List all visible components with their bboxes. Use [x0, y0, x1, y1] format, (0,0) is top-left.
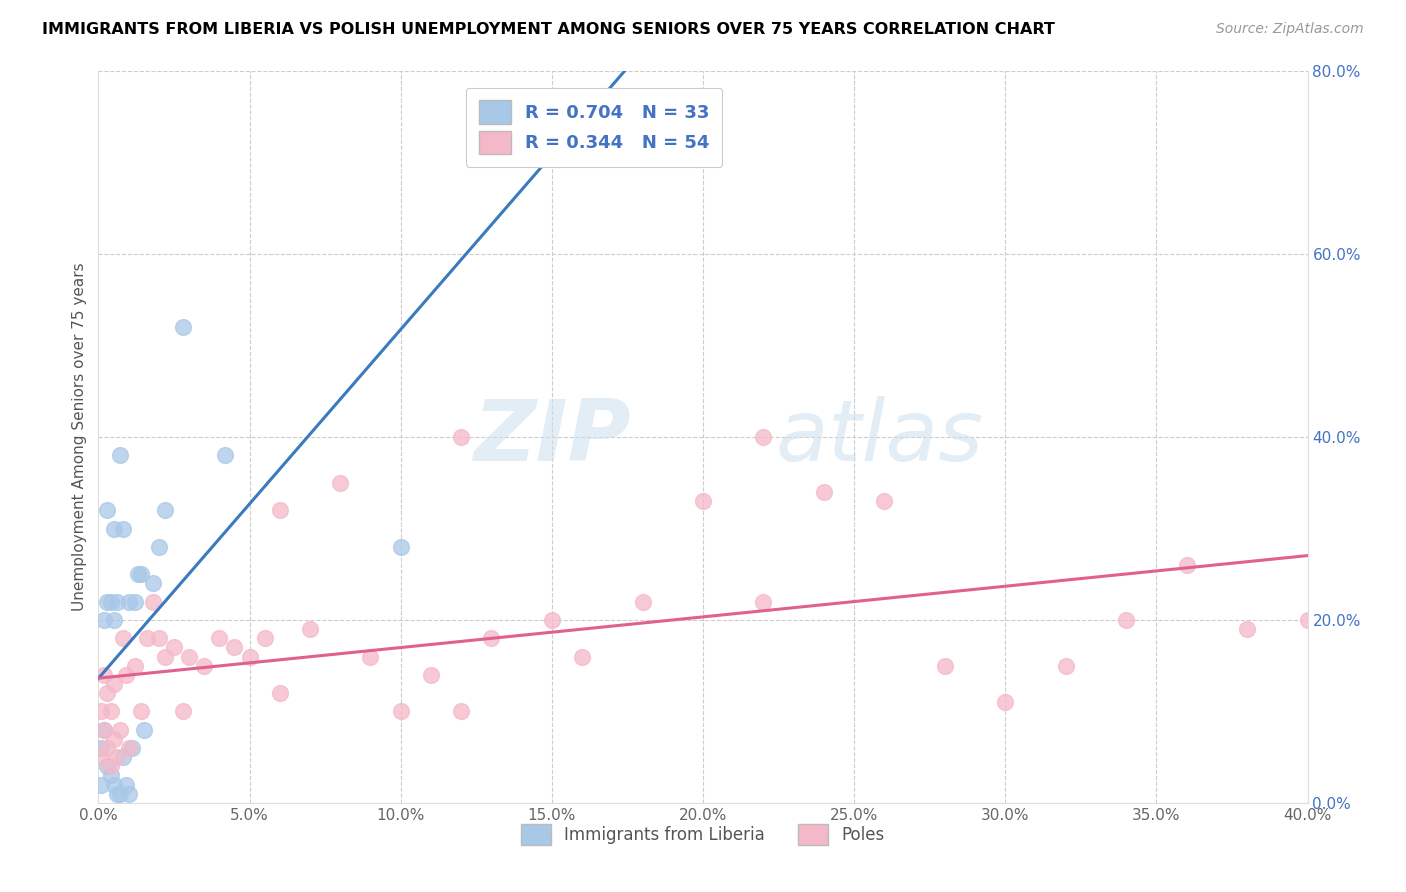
- Point: [103, 521, 125, 535]
- Point: [132, 723, 155, 737]
- Point: [269, 686, 291, 700]
- Point: [100, 705, 122, 719]
- Point: [111, 521, 134, 535]
- Point: [994, 695, 1017, 709]
- Point: [114, 667, 136, 681]
- Point: [118, 787, 141, 801]
- Point: [269, 503, 291, 517]
- Point: [103, 613, 125, 627]
- Point: [121, 740, 143, 755]
- Point: [90, 750, 112, 764]
- Point: [96, 740, 118, 755]
- Point: [172, 320, 194, 334]
- Point: [193, 658, 215, 673]
- Text: atlas: atlas: [776, 395, 984, 479]
- Point: [129, 567, 152, 582]
- Point: [103, 731, 125, 746]
- Point: [299, 622, 322, 636]
- Point: [179, 649, 201, 664]
- Point: [100, 768, 122, 782]
- Point: [90, 740, 112, 755]
- Point: [153, 649, 176, 664]
- Point: [93, 723, 115, 737]
- Point: [96, 503, 118, 517]
- Point: [96, 686, 118, 700]
- Point: [163, 640, 186, 655]
- Point: [571, 649, 593, 664]
- Point: [873, 494, 896, 508]
- Point: [127, 567, 149, 582]
- Text: ZIP: ZIP: [472, 395, 630, 479]
- Point: [105, 750, 128, 764]
- Point: [118, 594, 141, 608]
- Point: [108, 787, 131, 801]
- Point: [450, 430, 472, 444]
- Point: [93, 613, 115, 627]
- Point: [93, 723, 115, 737]
- Point: [450, 705, 472, 719]
- Point: [813, 485, 835, 500]
- Point: [114, 778, 136, 792]
- Point: [124, 594, 146, 608]
- Legend: Immigrants from Liberia, Poles: Immigrants from Liberia, Poles: [513, 816, 893, 853]
- Point: [631, 594, 654, 608]
- Point: [100, 759, 122, 773]
- Point: [420, 667, 443, 681]
- Point: [1236, 622, 1258, 636]
- Point: [692, 494, 714, 508]
- Point: [360, 649, 382, 664]
- Point: [96, 594, 118, 608]
- Point: [481, 632, 503, 646]
- Point: [105, 594, 128, 608]
- Point: [108, 448, 131, 462]
- Point: [142, 594, 165, 608]
- Point: [172, 705, 194, 719]
- Point: [481, 137, 503, 152]
- Point: [148, 632, 170, 646]
- Point: [90, 705, 112, 719]
- Point: [1054, 658, 1077, 673]
- Point: [208, 632, 231, 646]
- Point: [540, 613, 562, 627]
- Text: IMMIGRANTS FROM LIBERIA VS POLISH UNEMPLOYMENT AMONG SENIORS OVER 75 YEARS CORRE: IMMIGRANTS FROM LIBERIA VS POLISH UNEMPL…: [42, 22, 1054, 37]
- Point: [103, 778, 125, 792]
- Point: [129, 705, 152, 719]
- Point: [224, 640, 246, 655]
- Point: [239, 649, 262, 664]
- Point: [111, 632, 134, 646]
- Point: [1296, 613, 1319, 627]
- Point: [142, 576, 165, 591]
- Point: [90, 778, 112, 792]
- Point: [1175, 558, 1198, 573]
- Point: [148, 540, 170, 554]
- Point: [93, 667, 115, 681]
- Text: Source: ZipAtlas.com: Source: ZipAtlas.com: [1216, 22, 1364, 37]
- Point: [103, 677, 125, 691]
- Point: [153, 503, 176, 517]
- Point: [214, 448, 236, 462]
- Point: [253, 632, 276, 646]
- Point: [105, 787, 128, 801]
- Point: [934, 658, 956, 673]
- Point: [329, 475, 352, 490]
- Point: [108, 723, 131, 737]
- Point: [389, 540, 412, 554]
- Point: [389, 705, 412, 719]
- Point: [752, 594, 775, 608]
- Point: [118, 740, 141, 755]
- Point: [96, 759, 118, 773]
- Point: [111, 750, 134, 764]
- Point: [124, 658, 146, 673]
- Point: [135, 632, 157, 646]
- Point: [752, 430, 775, 444]
- Y-axis label: Unemployment Among Seniors over 75 years: Unemployment Among Seniors over 75 years: [72, 263, 87, 611]
- Point: [1115, 613, 1137, 627]
- Point: [100, 594, 122, 608]
